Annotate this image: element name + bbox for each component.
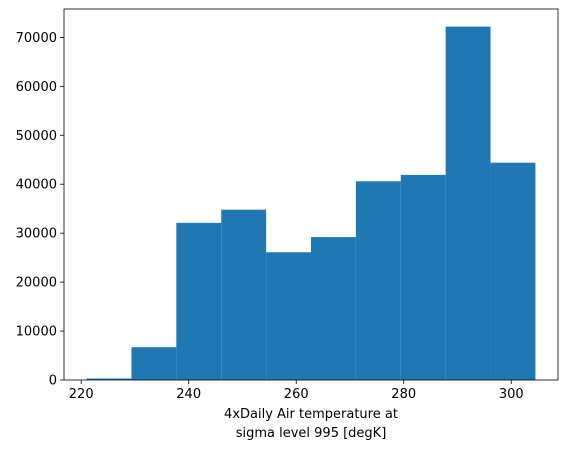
y-tick-label: 50000	[16, 129, 57, 144]
x-tick-label: 300	[499, 387, 524, 402]
histogram-bar	[176, 222, 222, 380]
histogram-bar	[266, 252, 311, 380]
histogram-bar	[221, 209, 267, 380]
y-tick-label: 60000	[16, 80, 57, 95]
x-tick-label: 260	[284, 387, 309, 402]
histogram-bar	[445, 26, 491, 380]
x-tick-label: 240	[176, 387, 201, 402]
y-tick-label: 30000	[16, 227, 57, 242]
y-tick-label: 0	[49, 374, 57, 389]
y-tick-label: 40000	[16, 178, 57, 193]
histogram-bar	[86, 378, 132, 380]
histogram-bar	[490, 162, 536, 380]
plot-frame	[63, 8, 559, 381]
histogram-bar	[400, 174, 446, 380]
x-tick-label: 220	[69, 387, 94, 402]
y-axis-ticks: 0 10000 20000 30000 40000 50000 60000 70000	[16, 31, 64, 389]
histogram-bar	[311, 237, 356, 380]
y-tick-label: 20000	[16, 276, 57, 291]
x-tick-label: 280	[391, 387, 416, 402]
x-axis-ticks: 220 240 260 280 300	[69, 380, 524, 402]
y-tick-label: 10000	[16, 325, 57, 340]
x-axis-label-line2: sigma level 995 [degK]	[236, 426, 387, 441]
histogram-bar	[131, 347, 177, 380]
histogram-bar	[355, 181, 401, 380]
y-tick-label: 70000	[16, 31, 57, 46]
histogram-bars	[86, 26, 536, 380]
x-axis-label-line1: 4xDaily Air temperature at	[224, 407, 398, 422]
